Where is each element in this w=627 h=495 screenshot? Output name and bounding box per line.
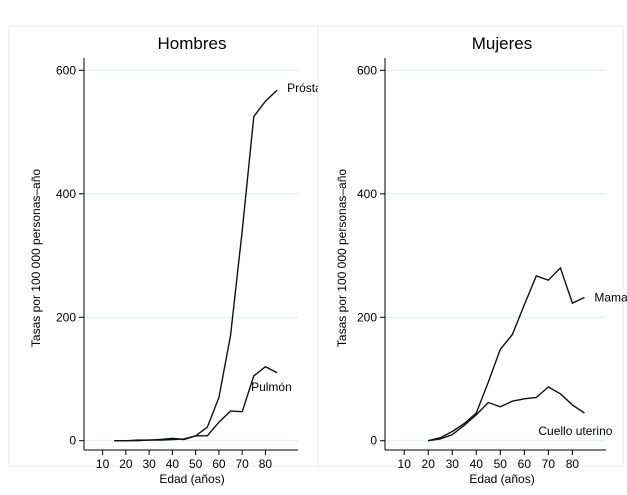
x-tick-label: 70 [235,457,249,471]
x-tick-label: 60 [518,457,532,471]
y-tick-label: 600 [357,63,377,77]
x-tick-label: 10 [96,457,110,471]
series-label: Cuello uterino [538,424,612,438]
x-tick-label: 60 [212,457,226,471]
chart-title: Mujeres [472,34,532,53]
panel-mujeres: Mujeres Edad (años) Tasas por 100 000 pe… [317,25,627,486]
chart-title: Hombres [158,34,227,53]
x-tick-label: 80 [566,457,580,471]
x-axis-label: Edad (años) [159,472,224,486]
panel-background [8,25,319,467]
x-tick-label: 30 [446,457,460,471]
x-tick-label: 40 [470,457,484,471]
y-axis-label: Tasas por 100 000 personas–año [29,169,43,347]
y-tick-label: 400 [56,187,76,201]
x-tick-label: 50 [494,457,508,471]
panel-hombres: Hombres Edad (años) Tasas por 100 000 pe… [8,25,332,486]
series-label: Mama [594,291,627,305]
series-line-1 [428,266,585,442]
x-tick-label: 20 [422,457,436,471]
x-tick-label: 40 [166,457,180,471]
x-axis-label: Edad (años) [469,472,534,486]
ticks: 0 200 400 600 10 20 30 40 50 60 70 80 [357,58,606,471]
y-tick-label: 600 [56,63,76,77]
y-tick-label: 0 [69,434,76,448]
y-axis-label: Tasas por 100 000 personas–año [335,169,349,347]
x-tick-label: 70 [542,457,556,471]
series-line-2 [428,386,585,442]
ticks: 0 200 400 600 10 20 30 40 50 60 70 80 [56,58,298,471]
x-tick-label: 80 [259,457,273,471]
x-tick-label: 50 [189,457,203,471]
y-tick-label: 400 [357,187,377,201]
x-tick-label: 30 [142,457,156,471]
y-tick-label: 0 [370,434,377,448]
series-label: Pulmón [251,380,292,394]
gridlines [385,69,606,442]
panel-background [317,25,624,467]
y-tick-label: 200 [357,310,377,324]
series: Mama Cuello uterino [428,266,627,442]
x-tick-label: 20 [119,457,133,471]
series-line-2 [114,365,278,442]
x-tick-label: 10 [398,457,412,471]
y-tick-label: 200 [56,310,76,324]
